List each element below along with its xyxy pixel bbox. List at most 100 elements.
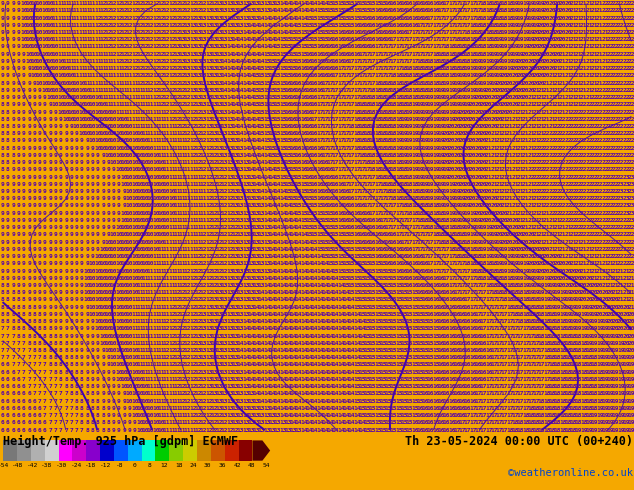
Text: 9: 9 [101, 392, 105, 396]
Text: 12: 12 [210, 1, 217, 6]
Text: 18: 18 [559, 341, 566, 346]
Text: 7: 7 [27, 384, 31, 389]
Text: 12: 12 [195, 413, 202, 418]
Text: 13: 13 [231, 1, 239, 6]
Text: 13: 13 [189, 88, 197, 93]
Text: 15: 15 [321, 240, 328, 245]
Text: 22: 22 [607, 102, 614, 107]
Text: 14: 14 [252, 45, 260, 49]
Text: 9: 9 [101, 218, 105, 223]
Text: 9: 9 [101, 189, 105, 194]
Text: 12: 12 [226, 247, 233, 252]
Text: 15: 15 [417, 334, 424, 339]
Text: 22: 22 [596, 95, 604, 100]
Text: 22: 22 [596, 203, 604, 208]
Text: 21: 21 [575, 23, 582, 28]
Text: 18: 18 [374, 110, 382, 115]
Text: 15: 15 [258, 66, 265, 71]
Text: 9: 9 [1, 254, 4, 259]
Text: 19: 19 [628, 399, 634, 404]
Text: 22: 22 [612, 81, 619, 86]
Text: 15: 15 [395, 363, 403, 368]
Text: 14: 14 [311, 377, 318, 382]
Text: 17: 17 [517, 363, 524, 368]
Text: 18: 18 [506, 283, 514, 288]
Text: 22: 22 [580, 203, 588, 208]
Text: 13: 13 [221, 413, 228, 418]
Text: 12: 12 [200, 153, 207, 158]
Text: 15: 15 [342, 8, 350, 13]
Text: 6: 6 [22, 406, 25, 411]
Text: 22: 22 [596, 153, 604, 158]
Text: 21: 21 [538, 117, 545, 122]
Text: 16: 16 [448, 341, 455, 346]
Text: 15: 15 [395, 406, 403, 411]
Text: 6: 6 [38, 420, 41, 425]
Text: 11: 11 [179, 406, 186, 411]
Text: 14: 14 [274, 312, 281, 317]
Text: 20: 20 [485, 95, 493, 100]
Text: 19: 19 [543, 276, 550, 281]
Text: 9: 9 [6, 37, 10, 42]
Text: 15: 15 [295, 30, 302, 35]
Text: 8: 8 [59, 348, 63, 353]
Text: 12: 12 [157, 66, 165, 71]
Text: 22: 22 [607, 146, 614, 150]
Text: 9: 9 [38, 102, 41, 107]
Text: 9: 9 [75, 319, 79, 324]
Text: 10: 10 [115, 276, 122, 281]
Text: 17: 17 [332, 124, 339, 129]
Text: 15: 15 [295, 23, 302, 28]
Text: 11: 11 [179, 153, 186, 158]
Text: 13: 13 [216, 8, 223, 13]
Text: 17: 17 [327, 102, 334, 107]
Text: 10: 10 [131, 355, 138, 360]
Text: 13: 13 [247, 189, 255, 194]
Text: 14: 14 [347, 370, 355, 375]
Text: 14: 14 [300, 399, 307, 404]
Text: 12: 12 [179, 363, 186, 368]
Text: 16: 16 [417, 8, 424, 13]
Text: 22: 22 [585, 160, 593, 165]
Text: 10: 10 [131, 276, 138, 281]
Text: 19: 19 [522, 30, 529, 35]
Text: 14: 14 [252, 59, 260, 64]
Text: 10: 10 [120, 211, 128, 216]
Text: 17: 17 [453, 30, 461, 35]
Text: 11: 11 [152, 384, 160, 389]
Text: 21: 21 [569, 8, 577, 13]
Text: 7: 7 [16, 348, 20, 353]
Text: 22: 22 [575, 131, 582, 136]
Text: 11: 11 [152, 297, 160, 302]
Text: 14: 14 [231, 117, 239, 122]
Text: 15: 15 [284, 139, 292, 144]
Text: 18: 18 [485, 45, 493, 49]
Text: 12: 12 [100, 1, 107, 6]
Text: 17: 17 [342, 124, 350, 129]
Text: 14: 14 [284, 384, 292, 389]
Text: 10: 10 [115, 146, 122, 150]
Text: 9: 9 [11, 59, 15, 64]
Text: 16: 16 [453, 392, 461, 396]
Text: 18: 18 [437, 218, 445, 223]
Text: 9: 9 [1, 16, 4, 21]
Text: 20: 20 [501, 218, 508, 223]
Text: 22: 22 [607, 8, 614, 13]
Text: 17: 17 [427, 45, 434, 49]
Text: 14: 14 [295, 261, 302, 266]
Text: 17: 17 [321, 81, 328, 86]
Text: 12: 12 [210, 174, 217, 179]
Text: 15: 15 [316, 211, 323, 216]
Text: 10: 10 [100, 254, 107, 259]
Text: 18: 18 [417, 211, 424, 216]
Text: 22: 22 [580, 160, 588, 165]
Text: 14: 14 [284, 23, 292, 28]
Text: 18: 18 [480, 269, 487, 273]
Text: 19: 19 [623, 406, 630, 411]
Text: 16: 16 [453, 355, 461, 360]
Text: 18: 18 [379, 88, 387, 93]
Text: 19: 19 [469, 95, 477, 100]
Text: 16: 16 [427, 384, 434, 389]
Text: 10: 10 [100, 117, 107, 122]
Text: 19: 19 [432, 174, 439, 179]
